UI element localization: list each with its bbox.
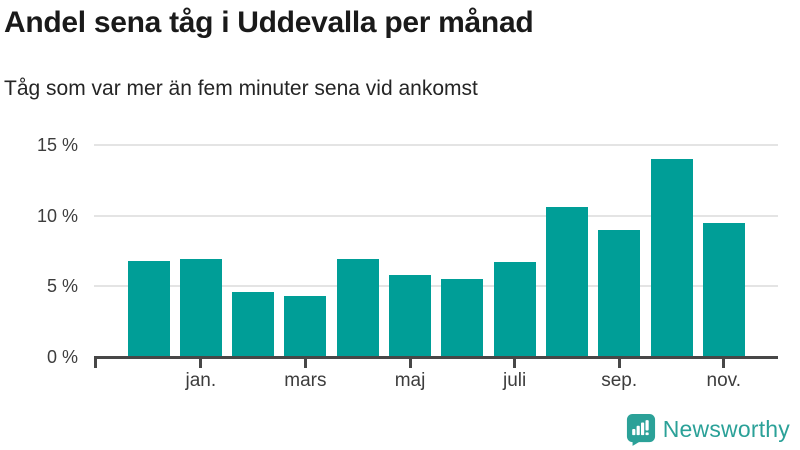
x-tick-label: maj — [394, 370, 426, 391]
x-tick-mark-maj — [408, 357, 412, 368]
bar-month-3 — [232, 292, 275, 357]
y-tick-label: 15 % — [36, 135, 78, 155]
chart-subtitle: Tåg som var mer än fem minuter sena vid … — [4, 77, 478, 100]
bar-month-11 — [650, 159, 693, 357]
bar-month-7 — [441, 279, 484, 357]
x-tick-label: mars — [284, 370, 327, 391]
bar-month-9 — [545, 207, 588, 357]
x-tick-label: sep. — [601, 370, 638, 391]
bar-month-12 — [702, 223, 745, 357]
x-tick-mark-mars — [303, 357, 307, 368]
newsworthy-logo-icon — [626, 414, 655, 446]
x-tick-mark-juli — [513, 357, 517, 368]
x-tick-label: jan. — [185, 370, 217, 391]
x-tick-label: juli — [502, 370, 527, 391]
newsworthy-logo: Newsworthy — [626, 413, 790, 446]
bar-month-2 — [179, 259, 222, 357]
x-tick-mark-nov. — [722, 357, 726, 368]
bar-month-4 — [284, 296, 327, 357]
x-tick-mark-sep. — [617, 357, 621, 368]
gridline-15% — [94, 144, 778, 146]
gridline-5% — [94, 285, 778, 288]
chart-title: Andel sena tåg i Uddevalla per månad — [4, 6, 534, 39]
gridline-10% — [94, 214, 778, 217]
y-tick-label: 0 % — [46, 347, 78, 367]
x-axis-line — [94, 356, 778, 359]
x-axis-origin-tick — [94, 357, 97, 368]
y-tick-label: 5 % — [46, 276, 78, 297]
bar-month-10 — [598, 230, 641, 357]
bar-month-6 — [389, 275, 431, 357]
bar-month-8 — [493, 262, 536, 357]
bar-month-5 — [336, 259, 379, 357]
newsworthy-logo-text: Newsworthy — [662, 416, 790, 442]
bar-month-1 — [127, 261, 170, 357]
y-tick-label: 10 % — [36, 205, 78, 226]
x-tick-label: nov. — [706, 370, 742, 391]
x-tick-mark-jan. — [199, 357, 203, 368]
